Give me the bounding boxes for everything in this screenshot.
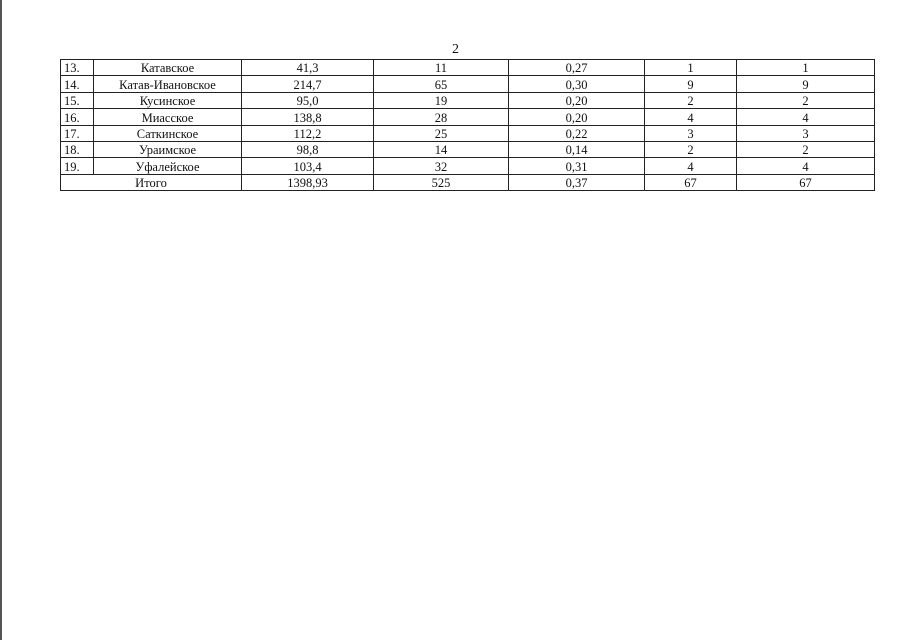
cell-c2: 214,7: [241, 75, 374, 93]
cell-c3: 65: [373, 75, 509, 93]
cell-c2: 138,8: [241, 108, 374, 126]
cell-c3: 11: [373, 58, 509, 77]
cell-c2: 103,4: [241, 157, 374, 175]
cell-c5: 2: [644, 91, 737, 110]
total-c3: 525: [373, 173, 509, 192]
cell-c5: 1: [644, 58, 737, 77]
cell-c6: 4: [736, 108, 875, 126]
cell-num: 14.: [60, 75, 94, 93]
cell-c4: 0,20: [508, 91, 645, 110]
cell-name: Кусинское: [93, 91, 242, 110]
cell-name: Катав-Ивановское: [93, 75, 242, 93]
cell-c4: 0,20: [508, 108, 645, 126]
cell-name: Катавское: [93, 58, 242, 77]
cell-name: Саткинское: [93, 124, 242, 142]
cell-c5: 4: [644, 108, 737, 126]
cell-num: 15.: [60, 91, 94, 110]
cell-num: 13.: [60, 58, 94, 77]
cell-num: 18.: [60, 140, 94, 159]
cell-c2: 98,8: [241, 140, 374, 159]
cell-c6: 2: [736, 140, 875, 159]
total-c5: 67: [644, 173, 737, 192]
table-row: 19. Уфалейское 103,4 32 0,31 4 4: [60, 157, 875, 175]
total-c2: 1398,93: [241, 173, 374, 192]
cell-c3: 25: [373, 124, 509, 142]
cell-c5: 4: [644, 157, 737, 175]
cell-num: 17.: [60, 124, 94, 142]
cell-num: 16.: [60, 108, 94, 126]
cell-c4: 0,30: [508, 75, 645, 93]
page-number: 2: [452, 42, 459, 57]
cell-c4: 0,22: [508, 124, 645, 142]
cell-c4: 0,31: [508, 157, 645, 175]
scan-edge: [0, 0, 2, 640]
table-row: 15. Кусинское 95,0 19 0,20 2 2: [60, 91, 875, 110]
table-row: 17. Саткинское 112,2 25 0,22 3 3: [60, 124, 875, 142]
cell-c4: 0,27: [508, 58, 645, 77]
cell-c6: 9: [736, 75, 875, 93]
cell-name: Уфалейское: [93, 157, 242, 175]
total-row: Итого 1398,93 525 0,37 67 67: [60, 173, 875, 192]
total-c4: 0,37: [508, 173, 645, 192]
cell-num: 19.: [60, 157, 94, 175]
data-table: 13. Катавское 41,3 11 0,27 1 1 14. Катав-Ивановс…: [60, 58, 875, 192]
cell-c2: 41,3: [241, 58, 374, 77]
cell-c5: 3: [644, 124, 737, 142]
table-row: 13. Катавское 41,3 11 0,27 1 1: [60, 58, 875, 77]
cell-c5: 2: [644, 140, 737, 159]
cell-c6: 1: [736, 58, 875, 77]
table-row: 14. Катав-Ивановское 214,7 65 0,30 9 9: [60, 75, 875, 93]
cell-name: Ураимское: [93, 140, 242, 159]
total-c6: 67: [736, 173, 875, 192]
cell-c4: 0,14: [508, 140, 645, 159]
cell-c2: 112,2: [241, 124, 374, 142]
cell-c3: 19: [373, 91, 509, 110]
cell-name: Миасское: [93, 108, 242, 126]
total-label: Итого: [60, 173, 242, 192]
cell-c6: 4: [736, 157, 875, 175]
cell-c5: 9: [644, 75, 737, 93]
cell-c3: 28: [373, 108, 509, 126]
cell-c2: 95,0: [241, 91, 374, 110]
cell-c6: 2: [736, 91, 875, 110]
cell-c6: 3: [736, 124, 875, 142]
table-row: 18. Ураимское 98,8 14 0,14 2 2: [60, 140, 875, 159]
cell-c3: 32: [373, 157, 509, 175]
table-row: 16. Миасское 138,8 28 0,20 4 4: [60, 108, 875, 126]
cell-c3: 14: [373, 140, 509, 159]
